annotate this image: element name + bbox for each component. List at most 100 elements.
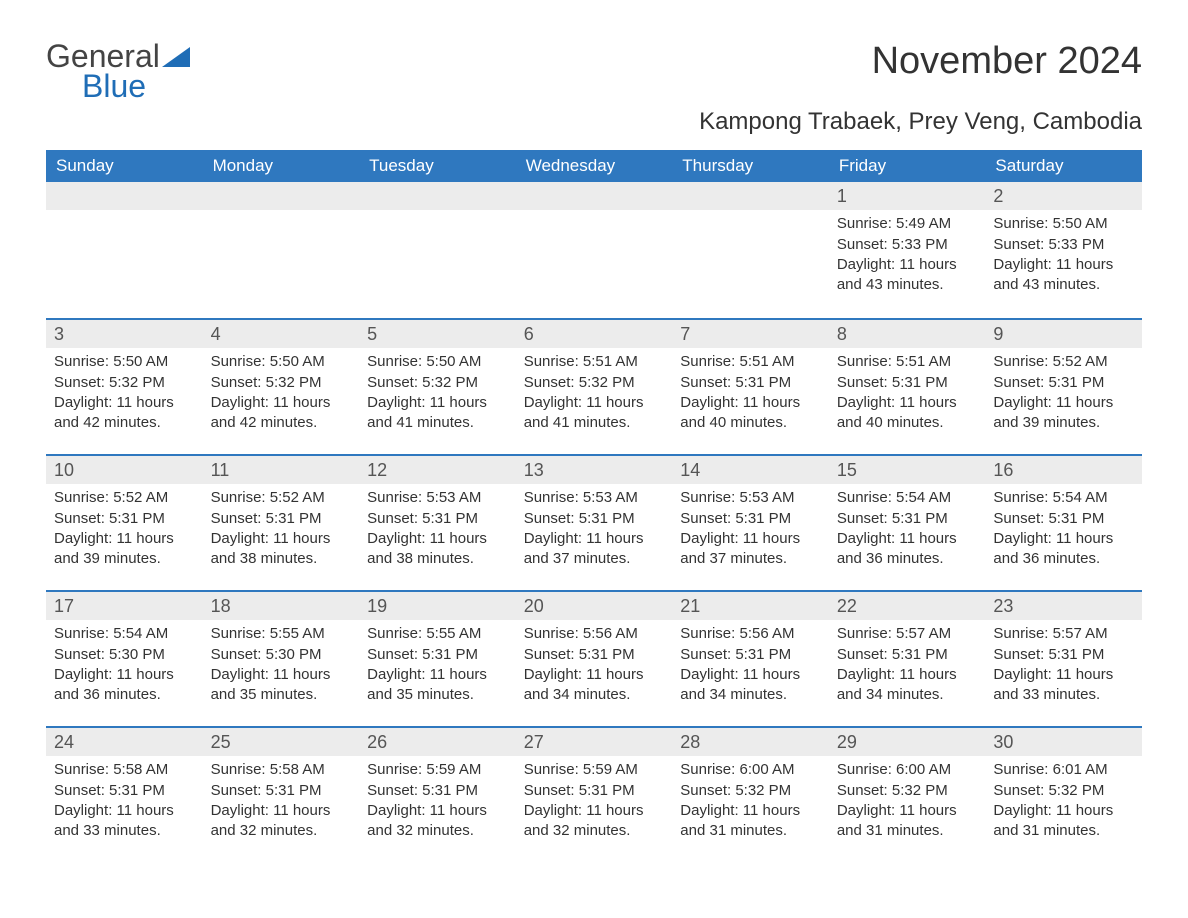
day-number: 10 (54, 460, 74, 480)
day-body: Sunrise: 5:52 AMSunset: 5:31 PMDaylight:… (54, 488, 195, 569)
daylight-text: Daylight: 11 hours and 31 minutes. (837, 801, 978, 842)
daylight-text: Daylight: 11 hours and 43 minutes. (993, 255, 1134, 296)
day-cell: 27Sunrise: 5:59 AMSunset: 5:31 PMDayligh… (516, 728, 673, 862)
day-body: Sunrise: 5:50 AMSunset: 5:32 PMDaylight:… (54, 352, 195, 433)
daylight-text: Daylight: 11 hours and 36 minutes. (54, 665, 195, 706)
daylight-text: Daylight: 11 hours and 37 minutes. (680, 529, 821, 570)
sunset-text: Sunset: 5:31 PM (993, 373, 1134, 393)
day-body: Sunrise: 5:56 AMSunset: 5:31 PMDaylight:… (680, 624, 821, 705)
day-cell: 28Sunrise: 6:00 AMSunset: 5:32 PMDayligh… (672, 728, 829, 862)
day-body: Sunrise: 5:50 AMSunset: 5:33 PMDaylight:… (993, 214, 1134, 295)
day-number: 14 (680, 460, 700, 480)
day-number: 19 (367, 596, 387, 616)
day-number: 17 (54, 596, 74, 616)
day-number: 4 (211, 324, 221, 344)
day-body: Sunrise: 5:59 AMSunset: 5:31 PMDaylight:… (367, 760, 508, 841)
daylight-text: Daylight: 11 hours and 34 minutes. (524, 665, 665, 706)
day-cell: 11Sunrise: 5:52 AMSunset: 5:31 PMDayligh… (203, 456, 360, 590)
sunrise-text: Sunrise: 6:00 AM (837, 760, 978, 780)
day-cell: . (672, 182, 829, 318)
day-number: 21 (680, 596, 700, 616)
sunset-text: Sunset: 5:31 PM (54, 509, 195, 529)
sunrise-text: Sunrise: 5:58 AM (54, 760, 195, 780)
sunset-text: Sunset: 5:32 PM (211, 373, 352, 393)
daynum-row: 18 (203, 592, 360, 620)
dow-monday: Monday (203, 150, 360, 182)
day-cell: 19Sunrise: 5:55 AMSunset: 5:31 PMDayligh… (359, 592, 516, 726)
daylight-text: Daylight: 11 hours and 36 minutes. (993, 529, 1134, 570)
day-cell: . (516, 182, 673, 318)
day-cell: 15Sunrise: 5:54 AMSunset: 5:31 PMDayligh… (829, 456, 986, 590)
sunrise-text: Sunrise: 5:51 AM (524, 352, 665, 372)
day-number: 2 (993, 186, 1003, 206)
week-row: .....1Sunrise: 5:49 AMSunset: 5:33 PMDay… (46, 182, 1142, 318)
daylight-text: Daylight: 11 hours and 43 minutes. (837, 255, 978, 296)
sunset-text: Sunset: 5:31 PM (837, 645, 978, 665)
daynum-row: 12 (359, 456, 516, 484)
page-title: November 2024 (872, 40, 1142, 83)
day-cell: 12 Sunrise: 5:53 AMSunset: 5:31 PMDayligh… (359, 456, 516, 590)
sunrise-text: Sunrise: 5:59 AM (367, 760, 508, 780)
day-cell: 25Sunrise: 5:58 AMSunset: 5:31 PMDayligh… (203, 728, 360, 862)
day-number: 13 (524, 460, 544, 480)
page-subtitle: Kampong Trabaek, Prey Veng, Cambodia (46, 108, 1142, 136)
day-cell: 17 Sunrise: 5:54 AMSunset: 5:30 PMDayligh… (46, 592, 203, 726)
daynum-row: 6 (516, 320, 673, 348)
day-cell: 1Sunrise: 5:49 AMSunset: 5:33 PMDaylight… (829, 182, 986, 318)
day-number: 27 (524, 732, 544, 752)
sunset-text: Sunset: 5:31 PM (524, 509, 665, 529)
calendar: Sunday Monday Tuesday Wednesday Thursday… (46, 150, 1142, 862)
daylight-text: Daylight: 11 hours and 40 minutes. (837, 393, 978, 434)
daylight-text: Daylight: 11 hours and 39 minutes. (54, 529, 195, 570)
day-number: 28 (680, 732, 700, 752)
sunrise-text: Sunrise: 5:57 AM (993, 624, 1134, 644)
daylight-text: Daylight: 11 hours and 39 minutes. (993, 393, 1134, 434)
day-body: Sunrise: 5:54 AMSunset: 5:30 PMDaylight:… (54, 624, 195, 705)
sunrise-text: Sunrise: 5:52 AM (54, 488, 195, 508)
sunrise-text: Sunrise: 5:52 AM (993, 352, 1134, 372)
sunrise-text: Sunrise: 6:01 AM (993, 760, 1134, 780)
daynum-row: . (516, 182, 673, 210)
day-body: Sunrise: 5:53 AMSunset: 5:31 PMDaylight:… (680, 488, 821, 569)
day-number: 12 (367, 460, 387, 480)
day-cell: 14 Sunrise: 5:53 AMSunset: 5:31 PMDayligh… (672, 456, 829, 590)
day-cell: 5Sunrise: 5:50 AMSunset: 5:32 PMDaylight… (359, 320, 516, 454)
day-cell: 10 Sunrise: 5:52 AMSunset: 5:31 PMDayligh… (46, 456, 203, 590)
daynum-row: 7 (672, 320, 829, 348)
logo-triangle-icon (162, 40, 190, 60)
daynum-row: . (359, 182, 516, 210)
daylight-text: Daylight: 11 hours and 35 minutes. (367, 665, 508, 706)
sunrise-text: Sunrise: 5:57 AM (837, 624, 978, 644)
sunset-text: Sunset: 5:31 PM (211, 509, 352, 529)
daylight-text: Daylight: 11 hours and 37 minutes. (524, 529, 665, 570)
daynum-row: 27 (516, 728, 673, 756)
day-cell: 6Sunrise: 5:51 AMSunset: 5:32 PMDaylight… (516, 320, 673, 454)
sunrise-text: Sunrise: 5:56 AM (680, 624, 821, 644)
sunrise-text: Sunrise: 5:50 AM (54, 352, 195, 372)
daylight-text: Daylight: 11 hours and 36 minutes. (837, 529, 978, 570)
sunset-text: Sunset: 5:32 PM (680, 781, 821, 801)
week-row: 10Sunrise: 5:52 AMSunset: 5:31 PMDayligh… (46, 454, 1142, 590)
daylight-text: Daylight: 11 hours and 34 minutes. (837, 665, 978, 706)
daylight-text: Daylight: 11 hours and 32 minutes. (211, 801, 352, 842)
daynum-row: 1 (829, 182, 986, 210)
day-body: Sunrise: 6:01 AMSunset: 5:32 PMDaylight:… (993, 760, 1134, 841)
sunset-text: Sunset: 5:31 PM (367, 509, 508, 529)
day-body: Sunrise: 5:52 AMSunset: 5:31 PMDaylight:… (993, 352, 1134, 433)
day-number: 23 (993, 596, 1013, 616)
sunset-text: Sunset: 5:32 PM (837, 781, 978, 801)
sunset-text: Sunset: 5:31 PM (524, 781, 665, 801)
daynum-row: 5 (359, 320, 516, 348)
dow-header-row: Sunday Monday Tuesday Wednesday Thursday… (46, 150, 1142, 182)
daylight-text: Daylight: 11 hours and 38 minutes. (211, 529, 352, 570)
daynum-row: 17 (46, 592, 203, 620)
day-body: Sunrise: 5:53 AMSunset: 5:31 PMDaylight:… (524, 488, 665, 569)
day-cell: 16Sunrise: 5:54 AMSunset: 5:31 PMDayligh… (985, 456, 1142, 590)
day-cell: 18Sunrise: 5:55 AMSunset: 5:30 PMDayligh… (203, 592, 360, 726)
sunset-text: Sunset: 5:33 PM (993, 235, 1134, 255)
day-body: Sunrise: 5:53 AMSunset: 5:31 PMDaylight:… (367, 488, 508, 569)
dow-sunday: Sunday (46, 150, 203, 182)
sunset-text: Sunset: 5:31 PM (993, 509, 1134, 529)
dow-thursday: Thursday (672, 150, 829, 182)
daynum-row: . (203, 182, 360, 210)
